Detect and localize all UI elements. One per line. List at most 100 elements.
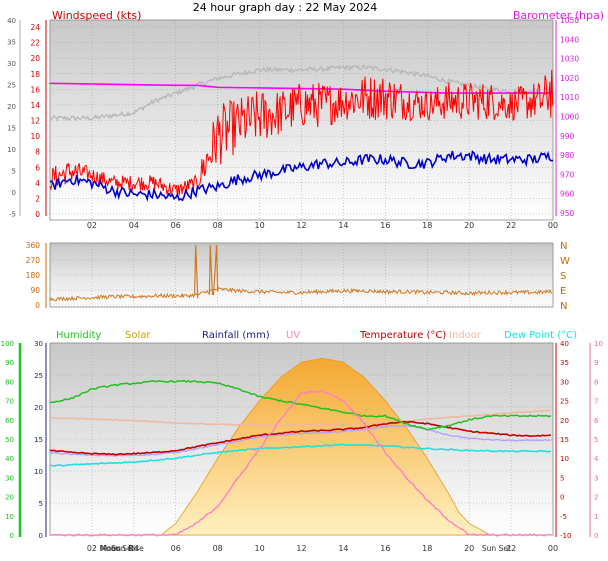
legend-label: Humidity [56,330,101,341]
windspeed-tick-label: 24 [30,23,40,32]
x-tick-label: 22 [506,221,516,230]
x-tick-label: 08 [213,221,223,230]
compass-tick-label: E [560,286,566,297]
legend-label: UV [286,330,300,341]
compass-tick-label: W [560,256,570,267]
humidity-tick-label: 70 [5,398,14,406]
x-tick-label: 16 [380,544,390,553]
humidity-tick-label: 20 [5,494,14,502]
dew-point-line [49,443,552,467]
windspeed-tick-label: 20 [30,54,40,63]
outer-speed-tick-label: 15 [7,125,16,133]
uv-tick-label: 7 [594,398,598,406]
x-tick-label: 20 [464,544,474,553]
humidity-tick-label: 40 [5,455,14,463]
direction-tick-label: 360 [26,241,41,250]
humidity-line [49,379,552,431]
temperature-tick-label: 5 [560,474,564,482]
uv-tick-label: 4 [594,455,599,463]
uv-tick-label: 5 [594,436,598,444]
barometer-ticks: 1050 1040 1030 1020 1010 1000 990 980 970 960 950 [555,16,579,218]
humidity-tick-label: 50 [5,436,14,444]
temperature-tick-label: 30 [560,378,569,386]
uv-line [49,389,552,537]
temperature-tick-label: 25 [560,398,569,406]
temperature-tick-label: -5 [560,513,567,521]
x-tick-label: 06 [171,544,181,553]
humidity-tick-label: 100 [1,340,14,348]
x-tick-label: 16 [380,221,390,230]
windspeed-tick-label: 12 [30,117,40,126]
gray-trace-line [49,64,554,122]
x-tick-label: 18 [422,544,432,553]
x-tick-label: 20 [464,221,474,230]
outer-speed-tick-label: -5 [9,211,16,219]
uv-tick-label: 1 [594,513,598,521]
rain-tick-label: 10 [34,468,43,476]
barometer-tick-label: 990 [560,132,575,141]
windspeed-tick-label: 22 [30,39,40,48]
rain-tick-label: 30 [34,340,43,348]
windspeed-tick-label: 2 [35,194,40,203]
humidity-tick-label: 80 [5,378,14,386]
rain-tick-label: 0 [39,532,43,540]
astro-event-label: Moon [101,544,122,553]
direction-tick-label: 0 [35,301,40,310]
windspeed-tick-label: 4 [35,179,40,188]
wind-average-line [49,150,554,203]
x-tick-label: 00 [548,544,558,553]
astro-event-label: Sun Rise [111,544,144,553]
barometer-tick-label: 970 [560,170,575,179]
wind-time-ticks: 02 04 06 08 10 12 14 16 18 20 22 00 [87,221,558,230]
direction-line [49,287,553,302]
humidity-tick-label: 60 [5,417,14,425]
direction-spike [208,244,213,296]
rain-tick-label: 25 [34,372,43,380]
rain-tick-label: 20 [34,404,43,412]
temperature-legend: Humidity Solar Rainfall (mm) UV Temperature … [56,330,577,341]
barometer-tick-label: 960 [560,190,575,199]
x-tick-label: 10 [254,544,264,553]
legend-label: Indoor [449,330,482,341]
legend-label: Solar [125,330,151,341]
barometer-tick-label: 1000 [560,113,579,122]
uv-tick-label: 9 [594,359,598,367]
windspeed-tick-label: 16 [30,85,40,94]
temperature-tick-label: 0 [560,494,564,502]
direction-tick-label: 90 [30,286,40,295]
uv-tick-label: 3 [594,474,598,482]
temperature-tick-label: 15 [560,436,569,444]
windspeed-line [49,69,554,196]
legend-label: Temperature (°C) [359,330,446,341]
outer-speed-tick-label: 40 [7,17,16,25]
barometer-tick-label: 1010 [560,93,579,102]
humidity-tick-label: 90 [5,359,14,367]
outer-speed-tick-label: 35 [7,39,16,47]
direction-series [49,244,553,302]
barometer-tick-label: 1020 [560,74,579,83]
temperature-ticks: 40 35 30 25 20 15 10 5 0 -5 -10 [555,340,571,540]
uv-tick-label: 2 [594,494,598,502]
legend-label: Dew Point (°C) [504,330,577,341]
windspeed-tick-label: 8 [35,148,40,157]
barometer-tick-label: 950 [560,209,575,218]
direction-panel-background [49,242,554,308]
humidity-tick-label: 10 [5,513,14,521]
indoor-line [50,409,551,427]
x-tick-label: 14 [338,544,348,553]
temperature-series [49,357,553,537]
outer-speed-tick-label: 20 [7,103,16,111]
x-tick-label: 04 [129,544,139,553]
barometer-axis-label: Barometer (hpa) [513,9,604,22]
barometer-tick-label: 1030 [560,55,579,64]
compass-tick-label: N [560,241,567,252]
temperature-tick-label: -10 [560,532,571,540]
page-title: 24 hour graph day : 22 May 2024 [193,1,378,14]
astro-event-label: Sun Set [482,544,511,553]
direction-spike [212,244,219,296]
outer-speed-tick-label: 0 [12,189,16,197]
